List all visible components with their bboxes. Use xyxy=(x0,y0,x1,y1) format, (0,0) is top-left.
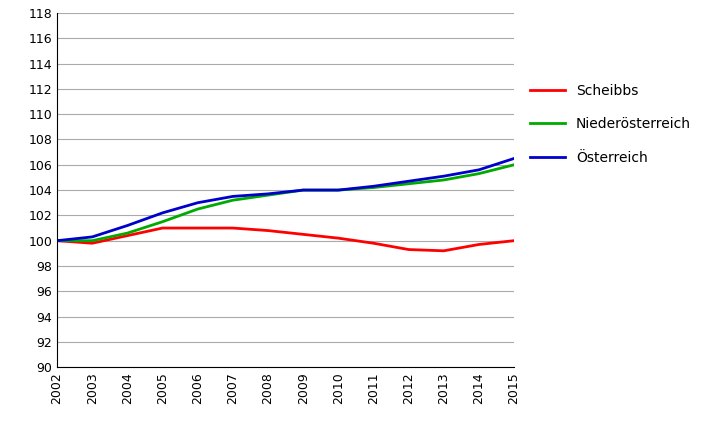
Legend: Scheibbs, Niederösterreich, Österreich: Scheibbs, Niederösterreich, Österreich xyxy=(531,84,691,165)
Niederösterreich xyxy=(193,206,202,212)
Scheibbs xyxy=(475,242,483,247)
Österreich xyxy=(404,178,413,184)
Österreich xyxy=(440,174,448,179)
Scheibbs xyxy=(123,233,131,238)
Österreich xyxy=(193,200,202,205)
Niederösterreich xyxy=(475,171,483,176)
Niederösterreich xyxy=(159,219,167,224)
Scheibbs xyxy=(440,248,448,254)
Österreich xyxy=(475,167,483,172)
Line: Scheibbs: Scheibbs xyxy=(57,228,514,251)
Scheibbs xyxy=(299,232,308,237)
Österreich xyxy=(159,210,167,216)
Scheibbs xyxy=(53,238,61,243)
Niederösterreich xyxy=(404,181,413,186)
Scheibbs xyxy=(510,238,518,243)
Österreich xyxy=(263,191,272,197)
Niederösterreich xyxy=(299,187,308,193)
Österreich xyxy=(334,187,343,193)
Niederösterreich xyxy=(88,238,96,243)
Line: Niederösterreich: Niederösterreich xyxy=(57,165,514,241)
Scheibbs xyxy=(159,226,167,231)
Scheibbs xyxy=(263,228,272,233)
Niederösterreich xyxy=(369,185,378,190)
Niederösterreich xyxy=(440,178,448,183)
Scheibbs xyxy=(334,235,343,241)
Niederösterreich xyxy=(53,238,61,243)
Österreich xyxy=(123,223,131,228)
Österreich xyxy=(510,156,518,161)
Österreich xyxy=(88,234,96,239)
Österreich xyxy=(369,184,378,189)
Scheibbs xyxy=(88,241,96,246)
Niederösterreich xyxy=(334,187,343,193)
Scheibbs xyxy=(193,226,202,231)
Scheibbs xyxy=(404,247,413,252)
Österreich xyxy=(53,238,61,243)
Niederösterreich xyxy=(123,231,131,236)
Niederösterreich xyxy=(228,197,237,203)
Niederösterreich xyxy=(263,193,272,198)
Niederösterreich xyxy=(510,162,518,167)
Scheibbs xyxy=(228,226,237,231)
Österreich xyxy=(299,187,308,193)
Scheibbs xyxy=(369,241,378,246)
Line: Österreich: Österreich xyxy=(57,159,514,241)
Österreich xyxy=(228,194,237,199)
